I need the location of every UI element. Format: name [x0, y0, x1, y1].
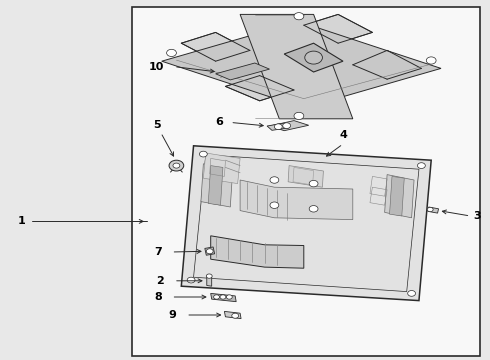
Circle shape — [232, 313, 239, 318]
Text: 4: 4 — [339, 130, 347, 140]
Polygon shape — [216, 63, 270, 80]
Circle shape — [274, 124, 282, 130]
Polygon shape — [240, 14, 353, 119]
Circle shape — [305, 51, 322, 64]
Text: 2: 2 — [156, 276, 164, 286]
Circle shape — [283, 123, 291, 129]
Polygon shape — [205, 247, 215, 255]
Polygon shape — [181, 32, 250, 61]
Circle shape — [214, 295, 220, 299]
Text: 7: 7 — [154, 247, 162, 257]
Text: 5: 5 — [153, 120, 161, 130]
Circle shape — [173, 163, 180, 168]
Circle shape — [417, 163, 425, 168]
Polygon shape — [208, 166, 223, 205]
Polygon shape — [284, 43, 343, 72]
Polygon shape — [240, 180, 353, 220]
Polygon shape — [201, 164, 233, 207]
Circle shape — [167, 49, 176, 57]
Polygon shape — [224, 311, 241, 319]
Polygon shape — [428, 207, 439, 213]
Polygon shape — [304, 14, 372, 43]
Text: 6: 6 — [215, 117, 223, 127]
Text: 9: 9 — [169, 310, 176, 320]
Circle shape — [187, 277, 195, 283]
Circle shape — [294, 13, 304, 20]
Polygon shape — [211, 236, 304, 268]
Text: 1: 1 — [18, 216, 26, 226]
Circle shape — [206, 274, 212, 278]
Circle shape — [309, 206, 318, 212]
Polygon shape — [390, 176, 404, 216]
Circle shape — [206, 249, 213, 254]
Circle shape — [294, 112, 304, 120]
Circle shape — [226, 295, 232, 299]
Polygon shape — [385, 175, 414, 218]
Circle shape — [426, 57, 436, 64]
Polygon shape — [267, 123, 289, 130]
Polygon shape — [270, 121, 309, 131]
FancyBboxPatch shape — [132, 7, 480, 356]
Polygon shape — [203, 153, 240, 184]
Circle shape — [309, 180, 318, 187]
Polygon shape — [162, 22, 441, 108]
Circle shape — [270, 202, 279, 208]
Circle shape — [169, 160, 184, 171]
Text: 10: 10 — [149, 62, 164, 72]
Polygon shape — [353, 50, 421, 79]
Text: 3: 3 — [473, 211, 481, 221]
Polygon shape — [181, 146, 431, 301]
Polygon shape — [225, 76, 294, 101]
Circle shape — [408, 291, 416, 296]
Circle shape — [427, 207, 433, 212]
Polygon shape — [207, 276, 212, 286]
Circle shape — [220, 295, 226, 299]
Circle shape — [199, 151, 207, 157]
Text: 8: 8 — [154, 292, 162, 302]
Polygon shape — [288, 166, 323, 187]
Circle shape — [270, 177, 279, 183]
Polygon shape — [211, 293, 236, 302]
